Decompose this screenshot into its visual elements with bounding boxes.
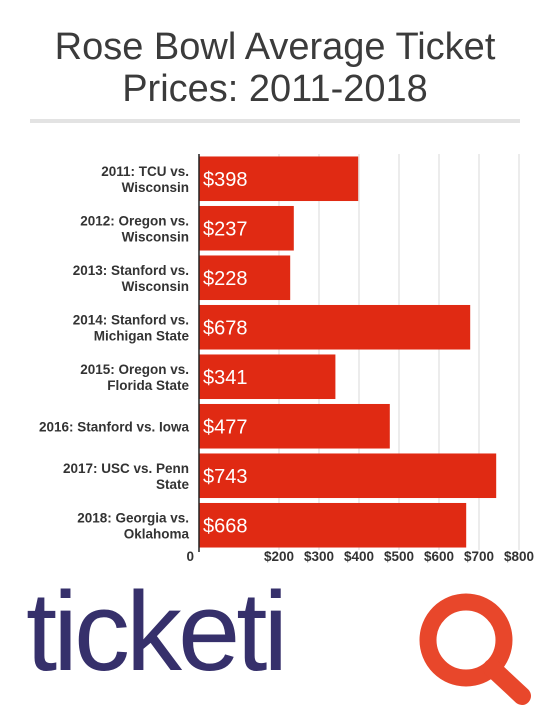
x-tick-label: $300 [304, 549, 334, 564]
x-tick-label: $600 [424, 549, 454, 564]
category-label: 2015: Oregon vs. Florida State [80, 362, 189, 393]
bar-chart: $398 2011: TCU vs. Wisconsin $237 2012: Oreg… [39, 154, 534, 564]
x-tick-label: $700 [464, 549, 494, 564]
chart-title: Rose Bowl Average Ticket Prices: 2011-20… [54, 26, 496, 110]
bar [199, 403, 390, 449]
bar [199, 255, 291, 301]
bar-value-label: $678 [203, 317, 248, 339]
category-label: 2013: Stanford vs. Wisconsin [73, 263, 189, 294]
bar [199, 156, 359, 202]
bar [199, 502, 467, 548]
bar [199, 205, 294, 251]
logo-wordmark: ticketi [26, 569, 288, 694]
category-label: 2011: TCU vs. Wisconsin [101, 164, 189, 195]
x-tick-label: 0 [186, 549, 194, 564]
x-tick-label: $200 [264, 549, 294, 564]
bar-value-label: $228 [203, 268, 248, 290]
category-label: 2012: Oregon vs. Wisconsin [80, 213, 189, 244]
x-tick-label: $800 [504, 549, 534, 564]
bar-value-label: $398 [203, 169, 248, 191]
bar-value-label: $668 [203, 515, 248, 537]
title-divider [30, 119, 520, 123]
bar [199, 354, 336, 400]
bar-value-label: $341 [203, 367, 248, 389]
magnifier-q-icon [419, 593, 531, 705]
bar [199, 453, 497, 499]
bar-value-label: $477 [203, 416, 248, 438]
bar-value-label: $743 [203, 466, 248, 488]
bar-value-label: $237 [203, 218, 248, 240]
ticketiq-logo: ticketi [26, 569, 531, 705]
category-label: 2016: Stanford vs. Iowa [39, 419, 190, 434]
category-label: 2017: USC vs. Penn State [63, 461, 190, 492]
bar [199, 304, 471, 350]
x-tick-label: $400 [344, 549, 374, 564]
category-label: 2018: Georgia vs. Oklahoma [77, 510, 189, 541]
category-label: 2014: Stanford vs. Michigan State [73, 312, 190, 343]
x-tick-label: $500 [384, 549, 414, 564]
